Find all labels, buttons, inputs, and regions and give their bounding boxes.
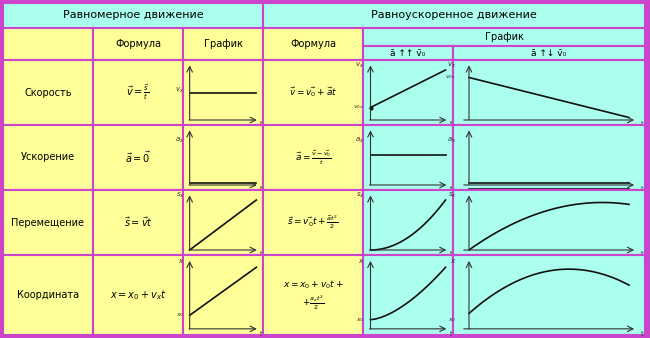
Text: ā ↑↓ v̄₀: ā ↑↓ v̄₀ [532, 48, 567, 57]
Text: $x_0$: $x_0$ [448, 316, 456, 323]
Text: $x = x_0 + v_0 t +$
$+ \frac{a_x t^2}{2}$: $x = x_0 + v_0 t +$ $+ \frac{a_x t^2}{2}… [283, 278, 343, 312]
Text: t: t [640, 251, 643, 257]
Text: $x_0$: $x_0$ [356, 316, 365, 323]
Text: t: t [450, 331, 453, 337]
Text: t: t [450, 121, 453, 127]
Text: $\vec{s} = \vec{v_0}t + \frac{\vec{a}t^2}{2}$: $\vec{s} = \vec{v_0}t + \frac{\vec{a}t^2… [287, 214, 339, 231]
Text: $s_x$: $s_x$ [176, 190, 185, 200]
Text: $s_x$: $s_x$ [448, 190, 456, 200]
Text: $v_x$: $v_x$ [356, 61, 365, 70]
Text: $a_x$: $a_x$ [447, 136, 456, 145]
Text: $x_0$: $x_0$ [176, 311, 185, 319]
Text: Скорость: Скорость [24, 88, 72, 97]
Text: $x$: $x$ [358, 257, 365, 265]
Text: $s_x$: $s_x$ [356, 190, 365, 200]
Text: Формула: Формула [115, 39, 161, 49]
Text: $\vec{v} = \vec{v_0} + \vec{a}t$: $\vec{v} = \vec{v_0} + \vec{a}t$ [289, 86, 337, 99]
Text: $v_x$: $v_x$ [176, 86, 185, 95]
Text: $\vec{a} = \vec{0}$: $\vec{a} = \vec{0}$ [125, 150, 151, 165]
Text: $x$: $x$ [450, 257, 456, 265]
Text: Перемещение: Перемещение [12, 217, 84, 227]
Text: t: t [260, 331, 263, 337]
Text: $\vec{v} = \frac{\vec{s}}{t}$: $\vec{v} = \frac{\vec{s}}{t}$ [126, 83, 150, 102]
Text: График: График [484, 32, 523, 42]
Text: $a_x$: $a_x$ [175, 136, 185, 145]
Text: $v_{0x}$: $v_{0x}$ [354, 103, 365, 112]
Text: t: t [260, 251, 263, 257]
Text: Ускорение: Ускорение [21, 152, 75, 163]
Text: $v_x$: $v_x$ [447, 61, 456, 70]
Text: t: t [450, 186, 453, 192]
Text: Равномерное движение: Равномерное движение [62, 10, 203, 21]
Text: График: График [203, 39, 242, 49]
Text: Равноускоренное движение: Равноускоренное движение [371, 10, 537, 21]
Text: $a_x$: $a_x$ [356, 136, 365, 145]
Text: t: t [640, 186, 643, 192]
Text: t: t [260, 121, 263, 127]
Text: $\vec{s} = \vec{v}t$: $\vec{s} = \vec{v}t$ [124, 216, 153, 229]
Text: Формула: Формула [290, 39, 336, 49]
Text: t: t [260, 186, 263, 192]
Text: $v_{0x}$: $v_{0x}$ [445, 74, 456, 81]
Text: t: t [450, 251, 453, 257]
Text: t: t [640, 331, 643, 337]
Text: $x = x_0 + v_x t$: $x = x_0 + v_x t$ [110, 288, 166, 302]
Text: Координата: Координата [17, 290, 79, 300]
Text: $\vec{a} = \frac{\vec{v} - \vec{v_0}}{t}$: $\vec{a} = \frac{\vec{v} - \vec{v_0}}{t}… [294, 148, 332, 167]
Text: ā ↑↑ v̄₀: ā ↑↑ v̄₀ [391, 48, 426, 57]
Text: t: t [640, 121, 643, 127]
Text: $x$: $x$ [178, 257, 185, 265]
